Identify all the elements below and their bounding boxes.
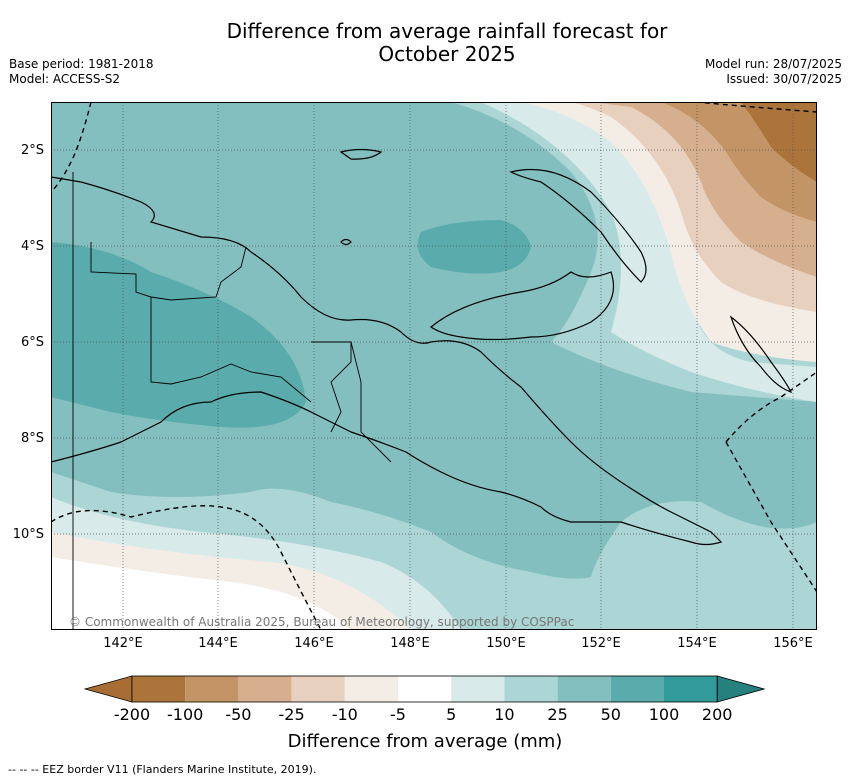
x-tick-150e: 150°E: [486, 636, 526, 651]
title-line-2: October 2025: [378, 42, 516, 66]
colorbar-cell: [238, 676, 292, 702]
colorbar-extend-low: [84, 675, 133, 703]
map-frame: [51, 102, 817, 630]
meta-right: Model run: 28/07/2025 Issued: 30/07/2025: [705, 57, 842, 87]
x-tick-156e: 156°E: [773, 636, 813, 651]
colorbar-tick-label: -50: [225, 705, 252, 724]
colorbar-title: Difference from average (mm): [287, 731, 563, 752]
north-coast-islands: [340, 238, 352, 246]
colorbar-cell: [185, 676, 239, 702]
eez-footnote: -- -- -- EEZ border V11 (Flanders Marine…: [8, 763, 317, 776]
coastlines: [51, 148, 793, 546]
rainfall-anomaly-map: [51, 102, 817, 630]
map-title: Difference from average rainfall forecas…: [0, 20, 850, 66]
colorbar-tick-label: -100: [167, 705, 204, 724]
colorbar-cell: [557, 676, 611, 702]
y-tick-4s: 4°S: [20, 239, 44, 254]
model-run-text: Model run: 28/07/2025: [704, 57, 842, 71]
colorbar-cell: [664, 676, 718, 702]
shade-minus100-200: [741, 102, 817, 182]
y-tick-2s: 2°S: [20, 143, 44, 158]
colorbar-tick-label: 200: [701, 705, 733, 724]
y-tick-8s: 8°S: [20, 431, 44, 446]
gridlines: [51, 102, 817, 630]
x-tick-154e: 154°E: [677, 636, 717, 651]
colorbar-tick-label: -25: [278, 705, 305, 724]
shade-50-100-central: [417, 220, 531, 274]
colorbar-tick-label: -200: [113, 705, 151, 724]
copyright-text: © Commonwealth of Australia 2025, Bureau…: [69, 615, 575, 629]
colorbar-cell: [451, 676, 505, 702]
shade-neutral-white: [51, 557, 351, 630]
eez-borders: [51, 102, 817, 630]
shade-50-100-west: [51, 242, 306, 428]
shade-25-50: [51, 102, 817, 579]
new-britain-coast: [430, 271, 615, 341]
colorbar-frame: [131, 675, 718, 703]
province-borders: [72, 172, 392, 630]
colorbar-tick-label: 25: [547, 705, 568, 724]
colorbar-tick-label: 100: [648, 705, 680, 724]
meta-left: Base period: 1981-2018 Model: ACCESS-S2: [9, 57, 154, 87]
colorbar-cell: [344, 676, 398, 702]
colorbar-tick-label: 50: [600, 705, 621, 724]
colorbar-cell: [610, 676, 664, 702]
issued-text: Issued: 30/07/2025: [726, 72, 842, 86]
manus-coast: [339, 148, 383, 160]
y-tick-10s: 10°S: [12, 527, 44, 542]
title-line-1: Difference from average rainfall forecas…: [226, 19, 668, 43]
bougainville-coast: [729, 315, 793, 394]
new-guinea-coast: [51, 176, 723, 546]
x-tick-148e: 148°E: [390, 636, 430, 651]
x-tick-146e: 146°E: [294, 636, 334, 651]
colorbar-extend-high: [716, 675, 766, 703]
colorbar-cell: [504, 676, 558, 702]
base-period-text: Base period: 1981-2018: [9, 57, 154, 71]
colorbar-tick-label: -5: [390, 705, 406, 724]
x-tick-152e: 152°E: [581, 636, 621, 651]
colorbar-cell: [291, 676, 345, 702]
colorbar-cell: [398, 676, 452, 702]
colorbar-tick-label: 10: [494, 705, 515, 724]
shade-5-10-east: [481, 102, 817, 402]
colorbar-tick-label: -10: [331, 705, 358, 724]
colorbar: [84, 675, 766, 703]
x-tick-142e: 142°E: [103, 636, 143, 651]
colorbar-cell: [132, 676, 186, 702]
new-ireland-coast: [509, 169, 647, 283]
x-tick-144e: 144°E: [198, 636, 238, 651]
y-tick-6s: 6°S: [20, 335, 44, 350]
colorbar-tick-label: 5: [446, 705, 457, 724]
model-text: Model: ACCESS-S2: [9, 72, 121, 86]
